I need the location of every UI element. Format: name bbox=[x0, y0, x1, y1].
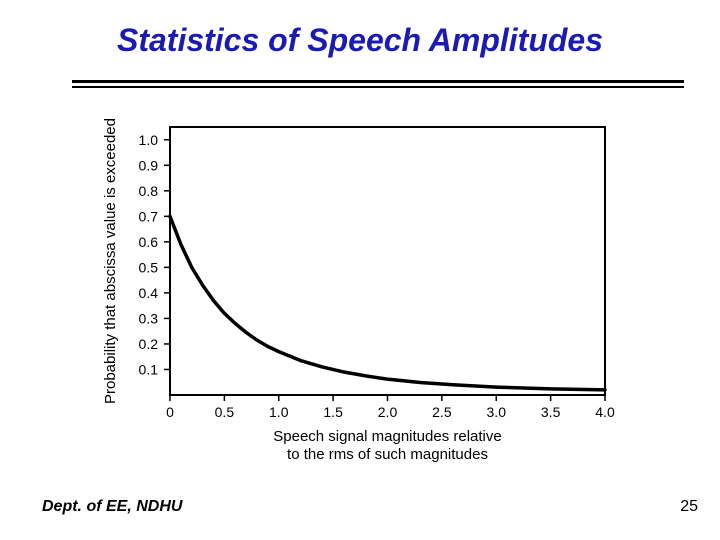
svg-text:0.8: 0.8 bbox=[139, 183, 159, 199]
svg-text:0.1: 0.1 bbox=[139, 361, 159, 377]
svg-text:0.5: 0.5 bbox=[215, 404, 235, 420]
svg-text:to the rms of such magnitudes: to the rms of such magnitudes bbox=[287, 446, 488, 463]
title-underline bbox=[72, 80, 684, 90]
svg-text:4.0: 4.0 bbox=[595, 404, 615, 420]
svg-text:2.0: 2.0 bbox=[378, 404, 398, 420]
chart-svg: 0 0.5 1.0 1.5 2.0 2.5 3.0 3.5 4.0 0.1 0.2 0.3 0.4 0.5… bbox=[90, 115, 620, 475]
slide: Statistics of Speech Amplitudes 0 0.5 1.0 1… bbox=[0, 0, 720, 540]
svg-text:0.3: 0.3 bbox=[139, 310, 159, 326]
svg-text:0.6: 0.6 bbox=[139, 234, 159, 250]
svg-text:Probability that abscissa valu: Probability that abscissa value is excee… bbox=[102, 118, 119, 404]
svg-text:0.5: 0.5 bbox=[139, 259, 159, 275]
rule-thick bbox=[72, 80, 684, 83]
svg-text:3.0: 3.0 bbox=[487, 404, 507, 420]
svg-text:0.7: 0.7 bbox=[139, 208, 159, 224]
slide-title: Statistics of Speech Amplitudes bbox=[0, 22, 720, 59]
svg-text:0.9: 0.9 bbox=[139, 157, 159, 173]
svg-text:1.0: 1.0 bbox=[269, 404, 289, 420]
svg-text:0.2: 0.2 bbox=[139, 336, 159, 352]
svg-text:Speech signal magnitudes relat: Speech signal magnitudes relative bbox=[273, 428, 501, 445]
rule-thin bbox=[72, 86, 684, 88]
svg-text:0.4: 0.4 bbox=[139, 285, 159, 301]
page-number: 25 bbox=[680, 498, 698, 516]
footer-dept: Dept. of EE, NDHU bbox=[42, 498, 182, 516]
svg-text:1.0: 1.0 bbox=[139, 132, 159, 148]
svg-text:3.5: 3.5 bbox=[541, 404, 561, 420]
chart-container: 0 0.5 1.0 1.5 2.0 2.5 3.0 3.5 4.0 0.1 0.2 0.3 0.4 0.5… bbox=[90, 115, 620, 475]
svg-text:2.5: 2.5 bbox=[432, 404, 452, 420]
svg-text:0: 0 bbox=[166, 404, 174, 420]
svg-text:1.5: 1.5 bbox=[323, 404, 343, 420]
